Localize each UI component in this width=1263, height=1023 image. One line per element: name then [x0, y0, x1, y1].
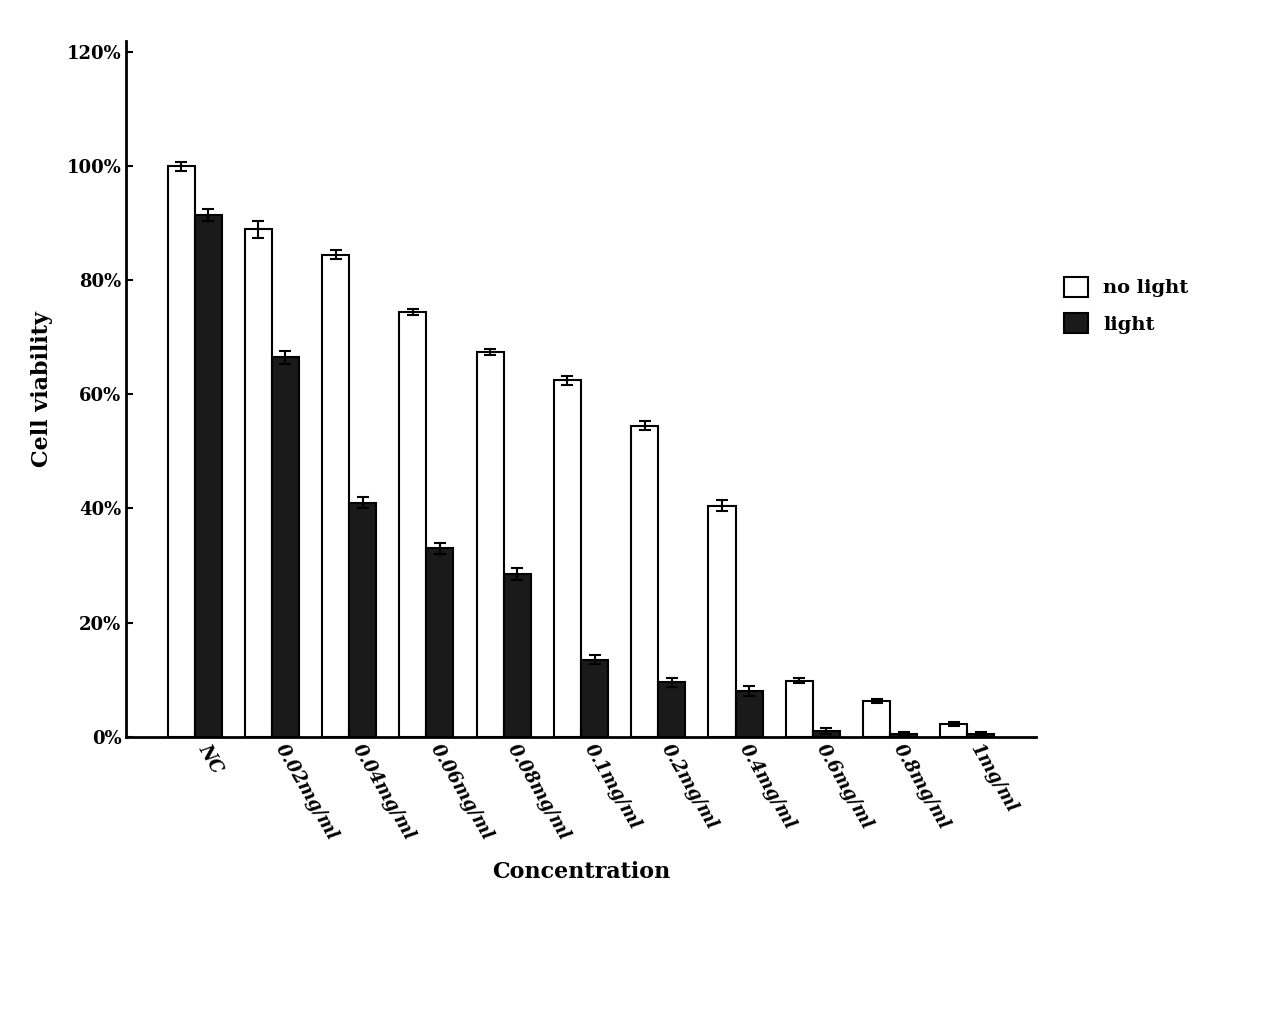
- Bar: [632, 426, 658, 737]
- Bar: [427, 548, 453, 737]
- Bar: [349, 502, 376, 737]
- Bar: [554, 381, 581, 737]
- X-axis label: Concentration: Concentration: [491, 860, 671, 883]
- Bar: [322, 255, 349, 737]
- Bar: [272, 357, 299, 737]
- Bar: [504, 574, 530, 737]
- Bar: [813, 730, 840, 737]
- Bar: [168, 167, 195, 737]
- Bar: [476, 352, 504, 737]
- Bar: [658, 682, 686, 737]
- Bar: [890, 733, 917, 737]
- Bar: [786, 680, 813, 737]
- Bar: [399, 312, 427, 737]
- Y-axis label: Cell viability: Cell viability: [30, 311, 53, 466]
- Bar: [967, 733, 994, 737]
- Bar: [245, 229, 272, 737]
- Bar: [863, 701, 890, 737]
- Bar: [581, 660, 608, 737]
- Bar: [709, 505, 735, 737]
- Legend: no light, light: no light, light: [1055, 267, 1199, 344]
- Bar: [940, 724, 967, 737]
- Bar: [735, 691, 763, 737]
- Bar: [195, 215, 222, 737]
